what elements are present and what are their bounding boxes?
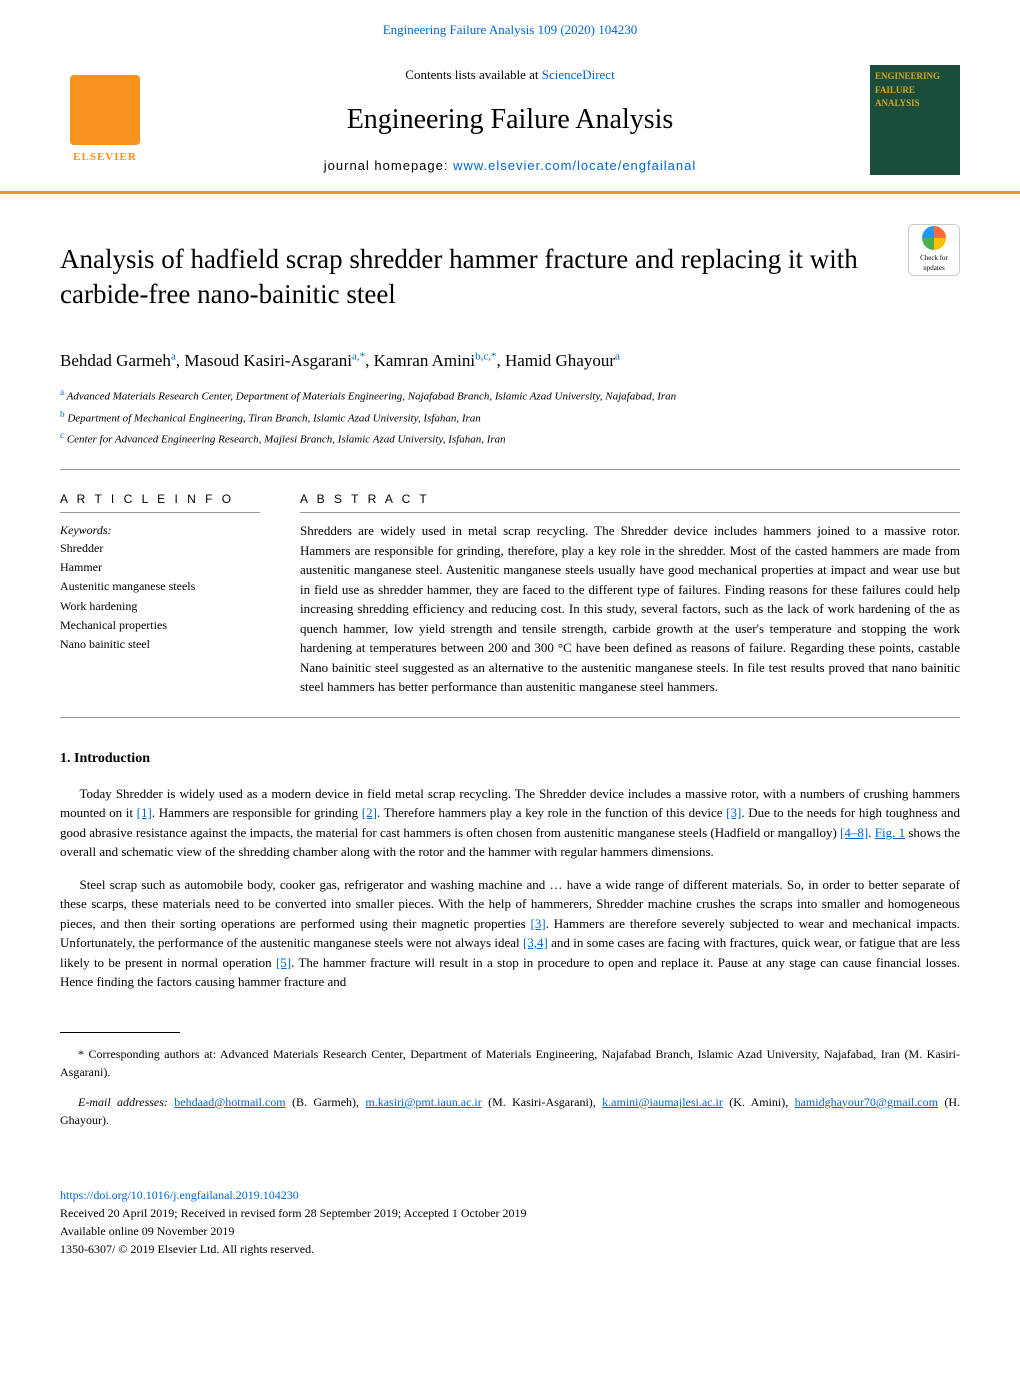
homepage-prefix: journal homepage:	[324, 158, 453, 173]
title-row: Analysis of hadfield scrap shredder hamm…	[60, 224, 960, 330]
elsevier-logo: ELSEVIER	[60, 70, 150, 170]
copyright-line: 1350-6307/ © 2019 Elsevier Ltd. All righ…	[60, 1240, 960, 1258]
email-footnote: E-mail addresses: behdaad@hotmail.com (B…	[60, 1093, 960, 1129]
intro-paragraph: Today Shredder is widely used as a moder…	[60, 784, 960, 862]
info-abstract-row: A R T I C L E I N F O Keywords: Shredder…	[60, 490, 960, 697]
cover-title: ENGINEERING FAILURE ANALYSIS	[875, 70, 955, 111]
article-body: Analysis of hadfield scrap shredder hamm…	[0, 194, 1020, 1171]
journal-name: Engineering Failure Analysis	[170, 99, 850, 141]
divider	[60, 717, 960, 718]
homepage-line: journal homepage: www.elsevier.com/locat…	[170, 156, 850, 176]
article-info: A R T I C L E I N F O Keywords: Shredder…	[60, 490, 260, 697]
abstract-heading: A B S T R A C T	[300, 490, 960, 508]
keywords-label: Keywords:	[60, 521, 260, 539]
divider	[60, 512, 260, 513]
divider	[300, 512, 960, 513]
received-line: Received 20 April 2019; Received in revi…	[60, 1204, 960, 1222]
publisher-name: ELSEVIER	[73, 149, 137, 166]
article-title: Analysis of hadfield scrap shredder hamm…	[60, 242, 888, 312]
citation-link[interactable]: Engineering Failure Analysis 109 (2020) …	[383, 22, 638, 37]
intro-paragraph: Steel scrap such as automobile body, coo…	[60, 875, 960, 992]
journal-cover-thumb: ENGINEERING FAILURE ANALYSIS	[870, 65, 960, 175]
homepage-link[interactable]: www.elsevier.com/locate/engfailanal	[453, 158, 696, 173]
journal-masthead: ELSEVIER Contents lists available at Sci…	[0, 50, 1020, 194]
abstract-text: Shredders are widely used in metal scrap…	[300, 521, 960, 697]
doi-link[interactable]: https://doi.org/10.1016/j.engfailanal.20…	[60, 1186, 960, 1204]
keywords-list: ShredderHammerAustenitic manganese steel…	[60, 539, 260, 654]
affiliations: a Advanced Materials Research Center, De…	[60, 385, 960, 449]
citation-header: Engineering Failure Analysis 109 (2020) …	[0, 0, 1020, 50]
article-info-heading: A R T I C L E I N F O	[60, 490, 260, 508]
check-updates-label: Check for updates	[909, 253, 959, 274]
sciencedirect-link[interactable]: ScienceDirect	[542, 67, 615, 82]
authors-line: Behdad Garmeha, Masoud Kasiri-Asgarania,…	[60, 348, 960, 374]
contents-prefix: Contents lists available at	[405, 67, 541, 82]
divider	[60, 469, 960, 470]
crossmark-icon	[922, 226, 946, 250]
intro-heading: 1. Introduction	[60, 748, 960, 769]
abstract: A B S T R A C T Shredders are widely use…	[300, 490, 960, 697]
corresponding-footnote: * Corresponding authors at: Advanced Mat…	[60, 1045, 960, 1081]
footnote-divider	[60, 1032, 180, 1033]
elsevier-tree-icon	[70, 75, 140, 145]
check-updates-badge[interactable]: Check for updates	[908, 224, 960, 276]
masthead-center: Contents lists available at ScienceDirec…	[170, 65, 850, 176]
contents-line: Contents lists available at ScienceDirec…	[170, 65, 850, 85]
available-line: Available online 09 November 2019	[60, 1222, 960, 1240]
article-footer: https://doi.org/10.1016/j.engfailanal.20…	[0, 1186, 1020, 1288]
